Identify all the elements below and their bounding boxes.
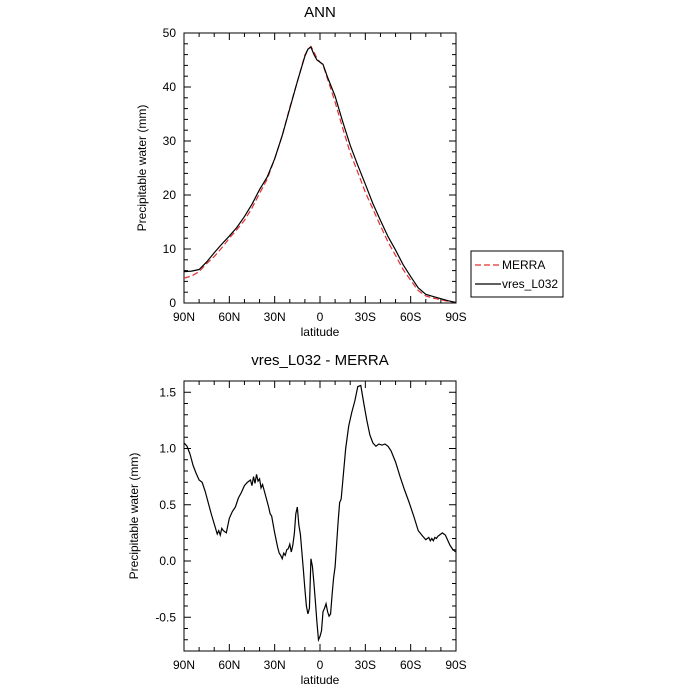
y-tick-label: 30: [163, 134, 177, 148]
legend-entry: vres_L032: [502, 277, 558, 291]
chart-panel-ann: ANN 90N 60N 30N 0 30S 60S 90S 0 10 20 30 40 50 latitud…: [135, 4, 564, 339]
y-tick-label: 20: [163, 188, 177, 202]
x-tick-label: 60S: [400, 310, 421, 324]
y-tick-label: 1.5: [159, 385, 176, 399]
y-tick-label: 10: [163, 242, 177, 256]
x-tick-label: 60N: [218, 658, 240, 672]
x-tick-label: 0: [317, 310, 324, 324]
x-tick-label: 30N: [264, 310, 286, 324]
y-tick-label: 1.0: [159, 442, 176, 456]
plot-frame: [183, 380, 457, 652]
x-tick-label: 60N: [218, 310, 240, 324]
x-axis-label: latitude: [301, 673, 340, 687]
chart-panel-difference: vres_L032 - MERRA 90N 60N 30N 0 30S 60S 90S -0.5…: [127, 352, 467, 687]
x-tick-label: 90N: [173, 658, 195, 672]
plot-frame: [183, 32, 457, 304]
legend-entry: MERRA: [502, 258, 545, 272]
x-tick-label: 90S: [445, 658, 466, 672]
y-tick-label: 0.0: [159, 554, 176, 568]
y-axis-label: Precipitable water (mm): [135, 105, 149, 232]
legend-box: [470, 250, 564, 298]
y-axis-label: Precipitable water (mm): [127, 453, 141, 580]
chart-title: vres_L032 - MERRA: [251, 352, 389, 369]
series-line-merra: [184, 45, 456, 303]
series-line-vres-l032: [184, 46, 456, 303]
x-tick-label: 30N: [264, 658, 286, 672]
x-axis-label: latitude: [301, 325, 340, 339]
x-tick-label: 60S: [400, 658, 421, 672]
y-tick-label: 50: [163, 26, 177, 40]
y-tick-label: -0.5: [155, 610, 176, 624]
series-line-difference: [184, 384, 456, 643]
x-tick-label: 30S: [355, 658, 376, 672]
y-tick-label: 0.5: [159, 498, 176, 512]
x-tick-label: 90S: [445, 310, 466, 324]
chart-title: ANN: [304, 4, 336, 21]
y-tick-label: 40: [163, 80, 177, 94]
x-tick-label: 90N: [173, 310, 195, 324]
legend: MERRA vres_L032: [470, 250, 564, 298]
x-tick-label: 0: [317, 658, 324, 672]
x-tick-label: 30S: [355, 310, 376, 324]
y-tick-label: 0: [169, 296, 176, 310]
